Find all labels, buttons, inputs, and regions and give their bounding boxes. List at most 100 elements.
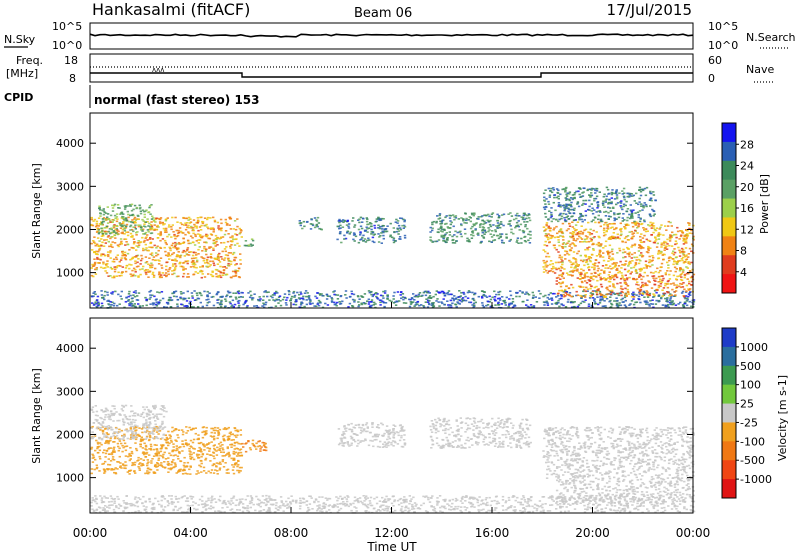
echo-cell xyxy=(133,303,136,305)
echo-cell xyxy=(116,233,119,236)
echo-cell xyxy=(189,429,193,431)
echo-cell xyxy=(199,234,202,236)
echo-cell xyxy=(561,272,565,274)
echo-cell xyxy=(665,283,669,285)
echo-cell xyxy=(367,301,371,303)
echo-cell xyxy=(638,220,642,223)
echo-cell xyxy=(183,456,186,459)
echo-cell xyxy=(578,187,582,189)
echo-cell xyxy=(200,462,203,465)
echo-cell xyxy=(503,302,506,304)
echo-cell xyxy=(110,292,113,294)
echo-cell xyxy=(214,429,217,432)
echo-cell xyxy=(571,226,574,228)
echo-cell xyxy=(554,302,557,305)
echo-cell xyxy=(654,199,657,201)
echo-cell xyxy=(583,219,586,221)
echo-cell xyxy=(142,233,145,235)
echo-cell xyxy=(218,428,222,431)
echo-cell xyxy=(167,430,170,433)
echo-cell xyxy=(185,249,189,252)
echo-cell xyxy=(150,204,153,206)
echo-cell xyxy=(634,263,638,265)
echo-cell xyxy=(545,266,548,268)
echo-cell xyxy=(237,306,240,309)
echo-cell xyxy=(610,237,613,239)
echo-cell xyxy=(637,216,640,219)
echo-cell xyxy=(543,208,547,210)
echo-cell xyxy=(589,295,593,298)
echo-cell xyxy=(640,203,643,205)
echo-cell xyxy=(226,452,229,455)
echo-cell xyxy=(498,290,502,293)
echo-cell xyxy=(690,250,693,253)
echo-cell xyxy=(370,304,373,307)
echo-cell xyxy=(578,218,581,221)
echo-cell xyxy=(381,300,384,303)
echo-cell xyxy=(677,303,680,305)
echo-cell xyxy=(489,233,492,235)
echo-cell xyxy=(548,196,551,198)
echo-cell xyxy=(553,244,556,247)
echo-cell xyxy=(626,277,629,279)
echo-cell xyxy=(431,303,434,305)
echo-cell xyxy=(231,304,234,306)
echo-cell xyxy=(220,300,223,303)
echo-cell xyxy=(369,222,372,224)
echo-cell xyxy=(588,259,592,262)
echo-cell xyxy=(395,218,398,221)
echo-cell xyxy=(107,300,111,302)
echo-cell xyxy=(468,216,471,218)
echo-cell xyxy=(124,270,128,273)
echo-cell xyxy=(578,271,581,274)
echo-cell xyxy=(664,284,667,287)
echo-cell xyxy=(174,449,178,452)
echo-cell xyxy=(165,441,168,444)
echo-cell xyxy=(192,226,195,229)
echo-cell xyxy=(624,274,627,277)
echo-cell xyxy=(579,213,583,216)
echo-cell xyxy=(638,288,641,291)
echo-cell xyxy=(146,249,149,252)
echo-cell xyxy=(552,218,555,220)
echo-cell xyxy=(192,306,195,308)
echo-cell xyxy=(122,464,125,466)
echo-cell xyxy=(198,239,202,241)
echo-cell xyxy=(497,304,501,306)
echo-cell xyxy=(177,255,181,258)
echo-cell xyxy=(567,274,570,276)
echo-cell xyxy=(403,234,407,237)
echo-cell xyxy=(112,226,116,229)
echo-cell xyxy=(164,231,167,233)
echo-cell xyxy=(583,229,586,232)
echo-cell xyxy=(459,233,463,235)
echo-cell xyxy=(130,450,134,453)
echo-cell xyxy=(464,295,467,298)
echo-cell xyxy=(167,457,170,459)
echo-cell xyxy=(604,210,608,213)
echo-cell xyxy=(140,439,143,442)
echo-cell xyxy=(119,462,122,464)
echo-cell xyxy=(200,294,203,297)
echo-cell xyxy=(611,226,614,229)
echo-cell xyxy=(383,305,386,308)
echo-cell xyxy=(581,281,584,284)
echo-cell xyxy=(103,239,106,241)
echo-cell xyxy=(91,249,94,251)
echo-cell xyxy=(592,248,595,250)
echo-cell xyxy=(93,262,97,265)
echo-cell xyxy=(214,469,217,471)
echo-cell xyxy=(127,216,130,219)
echo-cell xyxy=(615,276,619,279)
echo-cell xyxy=(545,223,548,226)
echo-cell xyxy=(576,203,579,205)
echo-cell xyxy=(682,252,685,255)
echo-cell xyxy=(683,301,687,304)
echo-cell xyxy=(450,306,453,309)
echo-cell xyxy=(274,305,278,307)
echo-cell xyxy=(145,273,148,276)
echo-cell xyxy=(339,231,342,233)
echo-cell xyxy=(624,260,628,262)
echo-cell xyxy=(134,221,137,224)
echo-cell xyxy=(607,267,610,269)
